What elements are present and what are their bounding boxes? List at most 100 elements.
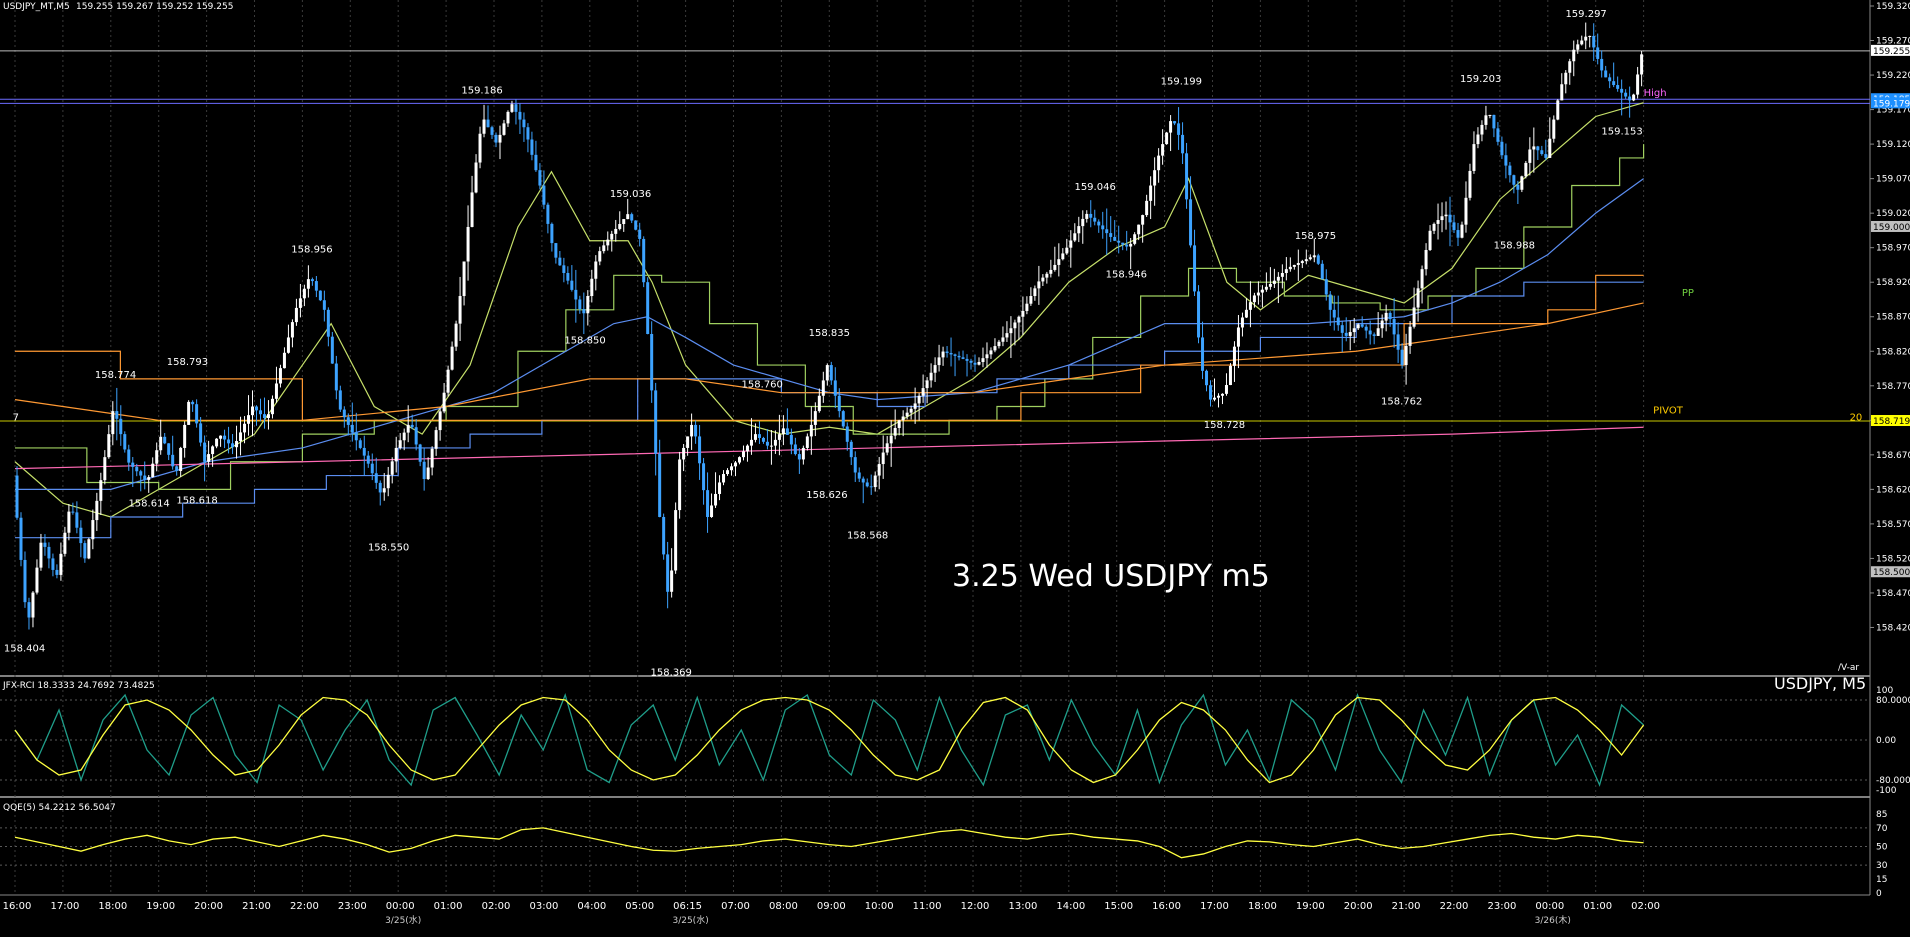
indicator-series-qqe [14,827,1644,859]
candle-body [1544,154,1548,158]
candle-body [123,434,127,450]
candle-body [1260,289,1264,293]
candle-body [506,111,510,124]
candle-body [630,214,634,221]
candle-body [187,401,191,425]
candle-body [115,411,119,419]
candle-body [19,517,23,560]
candlestick-layer [15,22,1644,630]
candle-body [1001,337,1005,342]
price-highlight-label: 159.255 [1873,47,1910,57]
candle-body [626,214,630,220]
candle-body [785,428,789,435]
candle-body [718,482,722,494]
candle-body [1380,320,1384,329]
candle-body [761,437,765,442]
candle-body [1280,273,1284,277]
candle-body [1209,385,1213,400]
text-mark: PP [1682,288,1694,299]
candle-body [159,436,163,451]
price-highlight-box [1871,97,1910,109]
text-mark: 20 [1850,412,1863,423]
candle-body [1388,312,1392,320]
candle-body [1416,288,1420,308]
candle-body [929,372,933,381]
candle-body [538,170,542,186]
candle-body [833,380,837,396]
time-tick-label: 13:00 [1008,901,1037,912]
candle-body [318,290,322,301]
candle-body [223,435,227,440]
candle-body [382,488,386,493]
candle-body [654,390,658,454]
candle-body [266,414,270,419]
candle-body [638,229,642,239]
candle-body [294,307,298,323]
candle-body [566,273,570,281]
candle-body [1364,326,1368,331]
candle-body [1276,276,1280,281]
candle-body [845,426,849,442]
candle-body [769,445,773,447]
candle-body [901,416,905,421]
ma-line-ma_fast [14,102,1644,518]
candle-body [1053,264,1057,270]
candle-body [1460,224,1464,238]
candle-body [1448,214,1452,223]
candle-body [1228,365,1232,386]
candle-body [1340,325,1344,333]
price-highlight-label: 158.500 [1873,568,1910,578]
candle-body [781,428,785,435]
candle-body [350,424,354,433]
candle-body [1452,222,1456,231]
candle-body [957,355,961,358]
candle-body [1173,121,1177,124]
candle-body [243,423,247,433]
candle-body [1484,115,1488,125]
candle-body [195,404,199,424]
candle-body [945,351,949,353]
indicator-tick-label: -80.0000 [1876,776,1910,786]
candle-body [1420,269,1424,289]
candle-body [606,239,610,246]
candle-body [977,362,981,365]
indicator-tick-label: 30 [1876,861,1888,871]
indicator-tick-label: 50 [1876,843,1888,853]
price-tick-label: 158.520 [1876,554,1910,564]
candle-body [1480,124,1484,135]
swing-label: 159.046 [1074,182,1115,193]
candle-body [314,281,318,291]
candle-body [486,119,490,128]
candle-body [35,567,39,593]
candle-body [1620,88,1624,93]
price-tick-label: 159.120 [1876,140,1910,150]
candle-body [1037,281,1041,289]
candle-body [1149,185,1153,201]
candle-body [1608,77,1612,82]
date-label: 3/25(水) [385,914,421,926]
candle-body [1133,234,1137,244]
candle-body [99,480,103,501]
candle-body [270,398,274,415]
symbol-info: USDJPY_MT,M5 [3,2,70,12]
candle-body [913,403,917,409]
candle-body [1029,296,1033,304]
candle-body [1105,229,1109,234]
price-tick-label: 158.970 [1876,244,1910,254]
candle-body [386,474,390,489]
candle-body [558,257,562,266]
price-tick-label: 158.420 [1876,623,1910,633]
time-tick-label: 03:00 [529,901,558,912]
candle-body [390,461,394,475]
price-highlight-label: 159.179 [1873,99,1910,109]
candle-body [1300,261,1304,264]
candle-body [574,289,578,300]
time-tick-label: 02:00 [482,901,511,912]
swing-label: 159.199 [1161,77,1202,88]
candle-body [809,424,813,437]
candle-body [1568,61,1572,73]
candle-body [1033,288,1037,297]
candle-body [1628,96,1632,101]
candle-body [1224,385,1228,394]
